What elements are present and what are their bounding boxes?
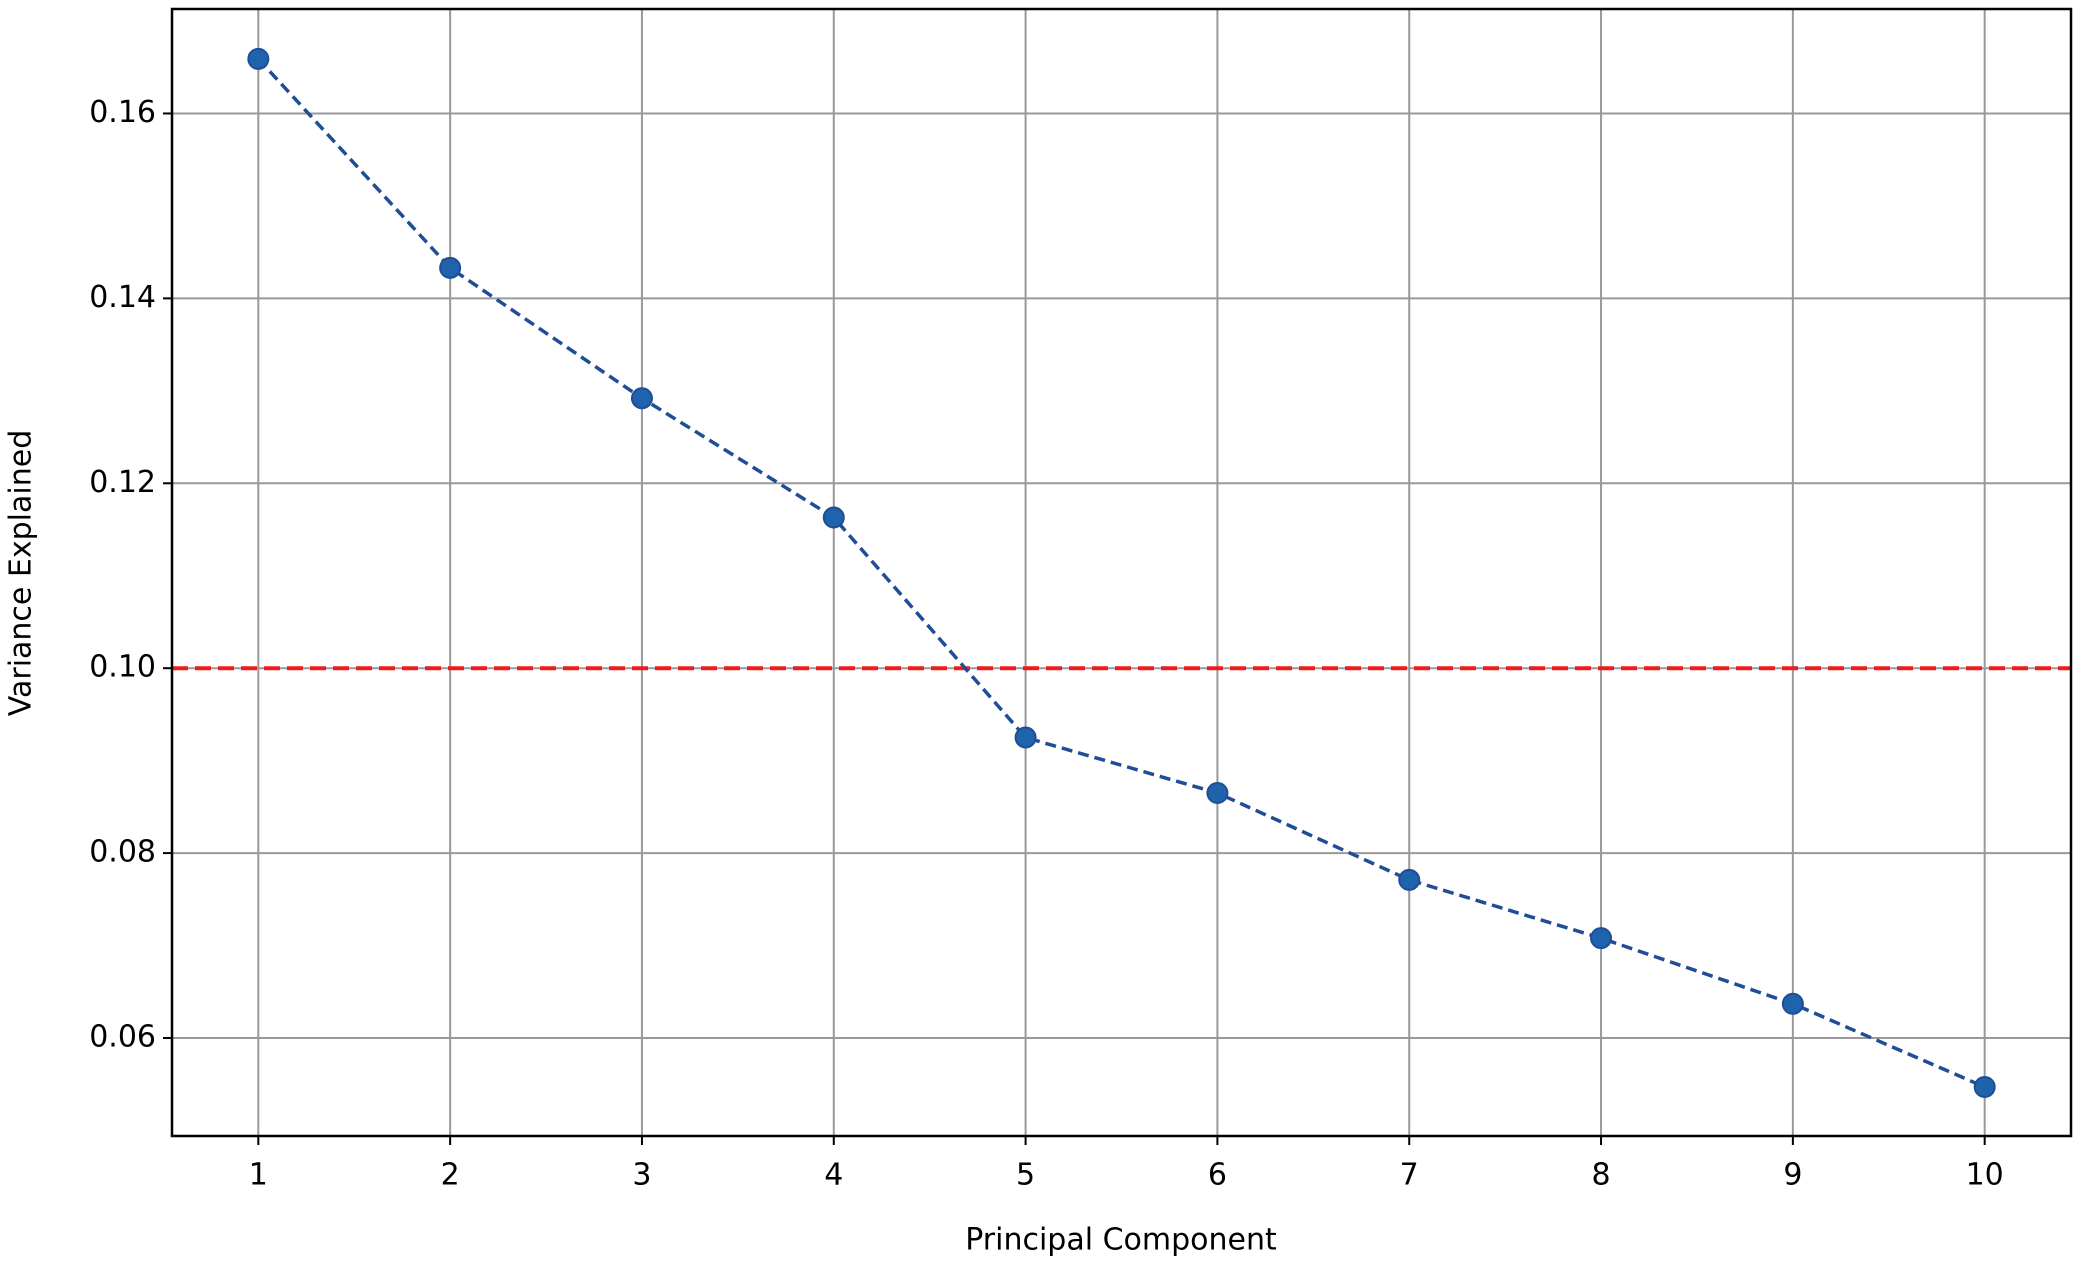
point: [1014, 726, 1037, 749]
y-tick-label: 0.12: [89, 465, 156, 500]
y-tick-label: 0.14: [89, 280, 156, 315]
x-tick-label: 6: [1208, 1158, 1227, 1193]
plot-frame: [170, 7, 2073, 1138]
point: [1590, 927, 1613, 950]
series-line: [257, 57, 1986, 1089]
x-axis-title: Principal Component: [965, 1223, 1277, 1258]
x-tick-label: 10: [1966, 1158, 2004, 1193]
point: [1206, 782, 1229, 804]
y-tick-label: 0.16: [89, 95, 156, 130]
y-tick-label: 0.10: [89, 650, 156, 685]
point: [1398, 868, 1421, 891]
x-tick-label: 8: [1591, 1158, 1610, 1193]
y-tick-label: 0.08: [89, 835, 156, 870]
y-tick-label: 0.06: [89, 1020, 156, 1055]
point: [822, 506, 845, 529]
point: [247, 47, 270, 70]
x-tick-label: 9: [1783, 1158, 1802, 1193]
y-axis-title: Variance Explained: [4, 430, 39, 716]
x-tick-label: 2: [441, 1158, 460, 1193]
x-tick-label: 5: [1016, 1158, 1035, 1193]
x-tick-label: 7: [1400, 1158, 1419, 1193]
x-tick-label: 1: [249, 1158, 268, 1193]
point: [1973, 1076, 1996, 1098]
x-tick-label: 3: [632, 1158, 651, 1193]
point: [439, 256, 462, 279]
x-tick-label: 4: [824, 1158, 843, 1193]
point: [1781, 992, 1804, 1015]
point: [630, 387, 653, 410]
